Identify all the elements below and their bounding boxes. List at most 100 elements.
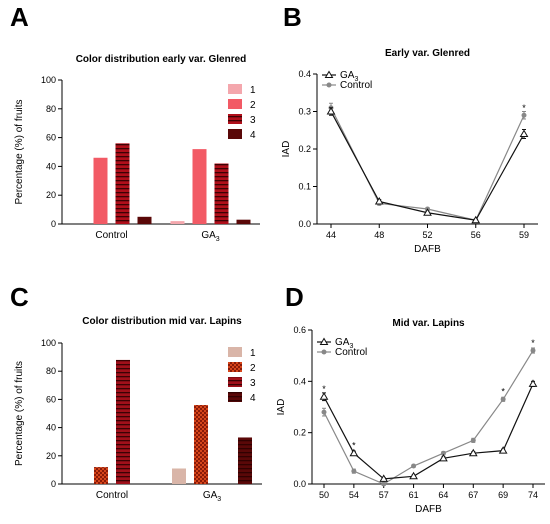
y-tick-label: 0.4	[293, 376, 306, 386]
legend-marker-GA	[324, 70, 334, 78]
data-point-Control	[411, 463, 417, 469]
data-point-Control	[470, 437, 476, 443]
x-tick-label: 57	[379, 490, 389, 500]
data-point-Control	[440, 450, 446, 456]
chart-title: Early var. Glenred	[385, 48, 470, 59]
bar-2-Control	[94, 467, 108, 484]
bar-4-Control	[137, 216, 152, 224]
data-point-Control	[351, 468, 357, 474]
data-point-GA	[423, 208, 432, 216]
y-tick-label: 60	[46, 394, 56, 404]
legend-label-4: 4	[250, 393, 256, 404]
y-tick-label: 40	[46, 161, 56, 171]
y-axis-label: Percentage (%) of fruits	[14, 99, 25, 204]
panel-d: D Mid var. Lapins 0.0 0.2 0.4 0.6 50 54 57 61 64 6…	[275, 260, 550, 519]
series-line-Control	[323, 350, 534, 485]
x-tick-label: 50	[319, 490, 329, 500]
data-point-GA	[374, 197, 384, 205]
bar-3-Control	[115, 143, 130, 224]
y-axis-label: IAD	[281, 141, 292, 158]
data-point-GA	[528, 379, 538, 387]
y-tick-label: 0.3	[298, 107, 311, 117]
bar-2-Control	[93, 157, 108, 224]
data-point-Control	[321, 409, 327, 415]
data-point-GA	[439, 453, 448, 462]
significance-mark: *	[522, 103, 526, 113]
y-tick-label: 80	[46, 104, 56, 114]
bar-2-GA3	[194, 405, 208, 484]
data-point-GA	[319, 392, 329, 400]
chart-a: Color distribution early var. Glenred 0 20…	[14, 54, 260, 243]
y-axis-label: IAD	[276, 399, 287, 416]
panel-letter-c: C	[10, 282, 29, 312]
bar-4-GA3	[238, 437, 252, 484]
x-tick-label: 59	[519, 230, 529, 240]
x-tick-label: 52	[422, 230, 432, 240]
y-tick-label: 80	[46, 366, 56, 376]
chart-b: Early var. Glenred 0.0 0.1 0.2 0.3 0.4 44 48 52 5…	[281, 48, 538, 255]
x-tick-label: 64	[438, 490, 448, 500]
data-point-GA	[326, 107, 336, 115]
significance-mark: *	[531, 338, 535, 348]
y-tick-label: 40	[46, 423, 56, 433]
chart-title: Color distribution early var. Glenred	[76, 54, 247, 65]
legend-marker-Control	[326, 82, 332, 88]
legend-label-GA: GA3	[340, 70, 358, 83]
chart-title: Mid var. Lapins	[392, 318, 465, 329]
legend-label-1: 1	[250, 348, 256, 359]
data-point-Control	[521, 112, 527, 118]
y-tick-label: 60	[46, 133, 56, 143]
data-point-GA	[379, 474, 389, 482]
legend-label-2: 2	[250, 100, 256, 111]
data-point-GA	[519, 129, 529, 137]
legend-label-1: 1	[250, 85, 256, 96]
y-tick-label: 0.6	[293, 325, 306, 335]
bar-1-GA3	[172, 468, 186, 484]
bar-1-GA3	[170, 221, 185, 224]
y-tick-label: 0.2	[298, 144, 311, 154]
legend-swatch-3	[228, 114, 242, 124]
chart-c: Color distribution mid var. Lapins 0 20 40 6…	[14, 316, 262, 503]
panel-letter-a: A	[10, 2, 29, 32]
legend-swatch-4	[228, 129, 242, 139]
y-tick-label: 100	[41, 338, 56, 348]
y-tick-label: 20	[46, 451, 56, 461]
legend-swatch-4	[228, 392, 242, 402]
bar-2-GA3	[192, 149, 207, 224]
legend-swatch-3	[228, 377, 242, 387]
y-tick-label: 0	[51, 219, 56, 229]
panel-letter-b: B	[283, 2, 302, 32]
bar-3-Control	[116, 359, 130, 484]
series-line-GA	[330, 111, 525, 221]
data-point-GA	[349, 448, 359, 457]
y-tick-label: 0.0	[293, 479, 306, 489]
legend-swatch-2	[228, 99, 242, 109]
legend-swatch-1	[228, 347, 242, 357]
data-point-Control	[500, 396, 506, 402]
y-tick-label: 0.1	[298, 182, 311, 192]
data-point-GA	[409, 471, 418, 480]
x-tick-label: 44	[326, 230, 336, 240]
series-line-Control	[330, 107, 525, 221]
x-tick-label: 54	[349, 490, 359, 500]
y-tick-label: 0.4	[298, 69, 311, 79]
legend-label-2: 2	[250, 363, 256, 374]
x-tick-label: GA3	[203, 490, 221, 503]
legend-label-4: 4	[250, 130, 256, 141]
bar-4-GA3	[236, 219, 251, 224]
legend-marker-Control	[321, 349, 327, 355]
y-tick-label: 0.2	[293, 428, 306, 438]
data-point-GA	[468, 448, 478, 457]
data-point-Control	[530, 348, 536, 354]
y-tick-label: 0.0	[298, 219, 311, 229]
significance-mark: *	[322, 384, 326, 394]
x-tick-label: Control	[95, 230, 127, 241]
legend-marker-GA	[319, 337, 329, 345]
x-tick-label: 61	[409, 490, 419, 500]
x-axis-label: DAFB	[414, 244, 441, 255]
legend-label-3: 3	[250, 115, 256, 126]
chart-title: Color distribution mid var. Lapins	[82, 316, 242, 327]
legend-swatch-1	[228, 84, 242, 94]
y-tick-label: 100	[41, 75, 56, 85]
data-point-Control	[381, 481, 387, 487]
